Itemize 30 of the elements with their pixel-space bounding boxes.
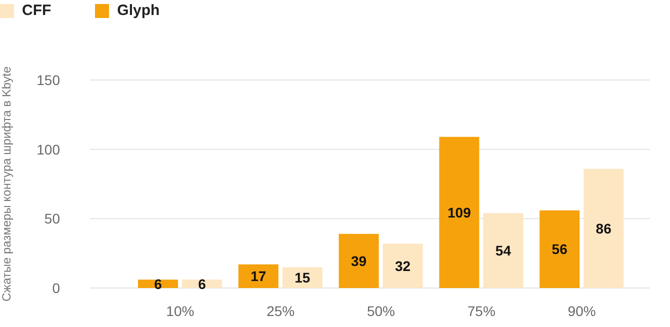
x-tick-label: 75%	[467, 302, 496, 319]
y-tick-label: 0	[52, 280, 60, 296]
data-label: 39	[351, 252, 367, 269]
data-label: 54	[495, 242, 512, 259]
data-label: 6	[198, 276, 206, 292]
data-label: 17	[250, 268, 266, 284]
bar	[382, 244, 423, 288]
data-label: 86	[596, 220, 612, 236]
y-tick-label: 50	[44, 210, 60, 227]
x-tick-label: 25%	[266, 302, 295, 319]
y-tick-label: 150	[36, 72, 60, 88]
data-label: 15	[294, 270, 310, 286]
data-label: 109	[448, 204, 472, 220]
bar	[238, 264, 278, 288]
x-tick-label: 90%	[568, 302, 596, 319]
data-label: 56	[552, 241, 568, 258]
bar	[282, 267, 322, 288]
bar	[483, 213, 524, 288]
legend-label: Glyph	[117, 2, 160, 19]
y-tick-label: 100	[36, 141, 60, 158]
data-label: 6	[154, 276, 162, 292]
x-tick-label: 50%	[366, 302, 396, 319]
bar	[540, 210, 580, 288]
legend-label: CFF	[22, 2, 52, 19]
y-axis-title: Сжатые размеры контура шрифта в Kbyte	[0, 66, 14, 302]
data-label: 32	[395, 258, 411, 274]
bar	[439, 136, 480, 288]
bar	[584, 168, 624, 288]
x-tick-label: 10%	[166, 302, 194, 319]
bar	[338, 234, 379, 288]
